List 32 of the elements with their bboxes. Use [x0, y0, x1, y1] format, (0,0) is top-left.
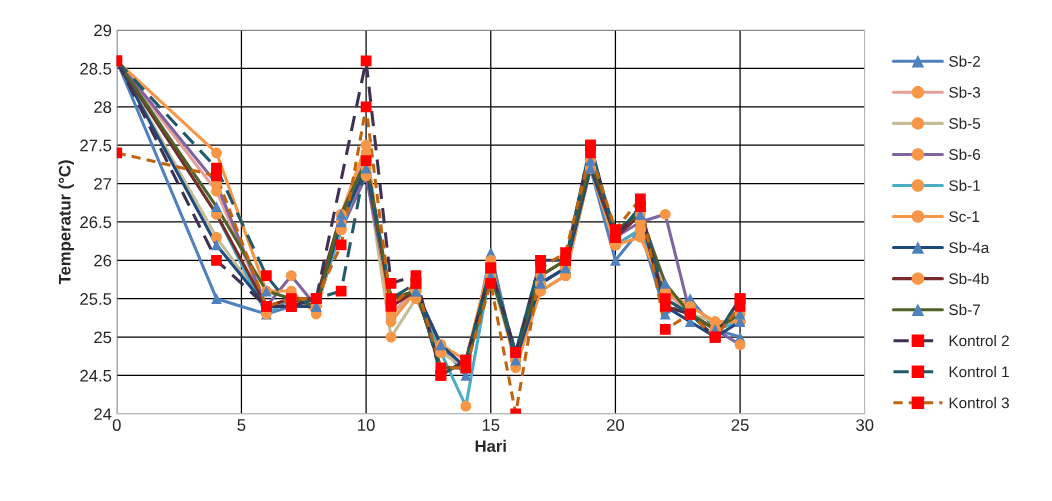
x-tick-label: 0	[112, 419, 121, 431]
y-tick-label: 24	[94, 408, 112, 420]
legend-label: Sc-1	[949, 211, 980, 223]
x-tick-label: 5	[237, 419, 246, 431]
legend-label: Sb-5	[949, 117, 981, 129]
legend-label: Sb-1	[949, 179, 980, 191]
x-tick-label: 10	[358, 419, 375, 431]
y-tick-label: 28	[94, 101, 112, 114]
y-tick-label: 26.5	[80, 216, 112, 229]
legend-label: Sb-7	[949, 303, 980, 316]
legend-label: Sb-4b	[949, 272, 989, 285]
y-tick-label: 26	[94, 254, 112, 267]
x-tick-label: 15	[482, 419, 500, 431]
y-tick-label: 25.5	[80, 293, 112, 305]
y-axis-title: Temperatur (°C)	[58, 160, 74, 285]
y-tick-label: 29	[94, 24, 112, 37]
x-axis-title: Hari	[475, 439, 506, 453]
x-tick-label: 20	[606, 419, 625, 431]
y-tick-label: 28.5	[80, 62, 112, 75]
y-tick-label: 27	[94, 177, 112, 190]
legend-label: Sb-6	[949, 148, 981, 160]
legend-label: Sb-4a	[949, 241, 990, 254]
x-tick-label: 30	[856, 419, 874, 431]
y-tick-label: 25	[94, 331, 112, 344]
x-tick-label: 25	[731, 419, 749, 431]
y-tick-label: 24.5	[80, 369, 112, 382]
legend-label: Kontrol 3	[949, 397, 1009, 409]
legend-label: Sb-3	[949, 86, 981, 98]
y-tick-label: 27.5	[80, 139, 112, 152]
legend-label: Sb-2	[949, 55, 980, 67]
legend-label: Kontrol 1	[949, 366, 1009, 378]
legend-label: Kontrol 2	[949, 335, 1009, 347]
